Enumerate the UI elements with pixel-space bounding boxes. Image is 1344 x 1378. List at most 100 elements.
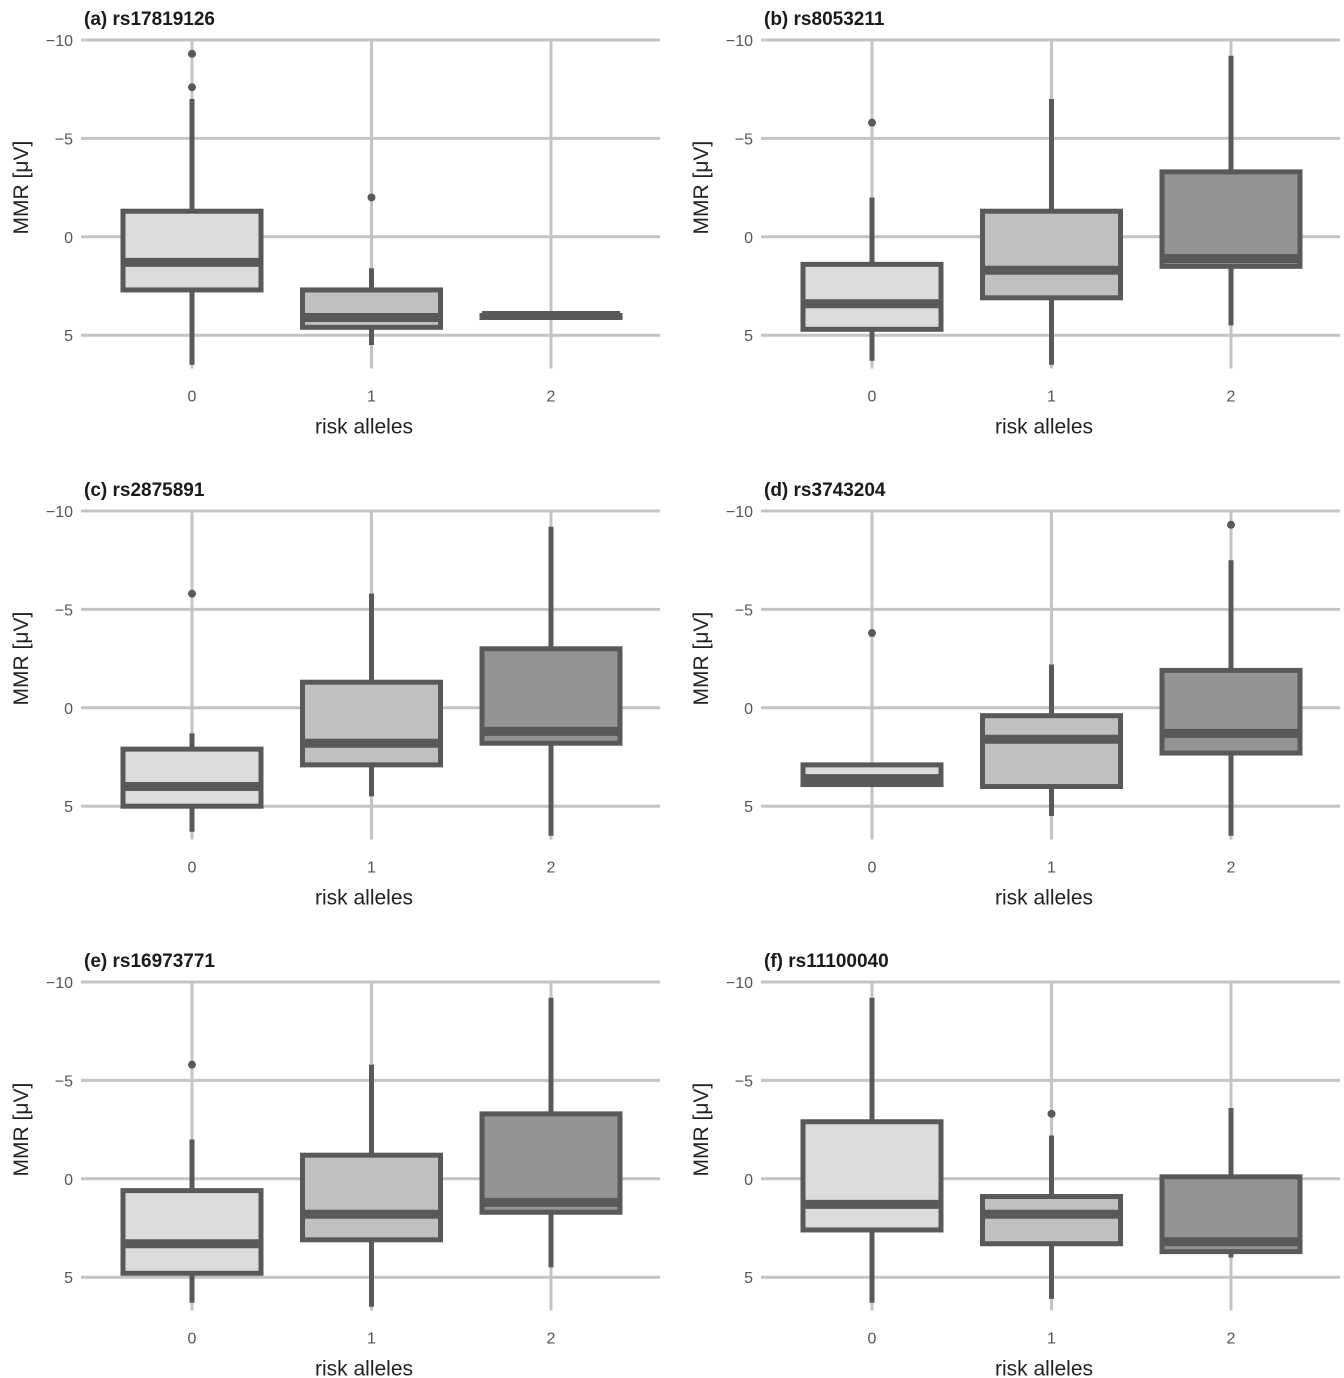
box-body — [1159, 667, 1303, 756]
y-axis-label: MMR [μV] — [690, 141, 713, 235]
panel-title: (f) rs11100040 — [764, 951, 889, 972]
x-tick-label: 2 — [547, 1331, 556, 1348]
x-tick-label: 1 — [367, 1331, 376, 1348]
outlier-point — [1047, 1109, 1056, 1118]
y-tick-label: −10 — [726, 504, 753, 521]
y-tick-label: −10 — [726, 975, 753, 992]
y-tick-label: −5 — [735, 131, 753, 148]
box-body — [479, 1111, 623, 1215]
panel-2: −10 −5 0 5 0 1 2 (c) rs2875891 risk alleles MMR [… — [10, 480, 660, 910]
box-0 — [120, 1060, 264, 1303]
x-axis-label: risk alleles — [315, 887, 413, 910]
box-body — [300, 1152, 443, 1243]
box-body — [120, 746, 264, 809]
outlier-point — [868, 118, 876, 127]
box-1 — [300, 593, 443, 797]
x-tick-label: 0 — [188, 1331, 197, 1348]
y-tick-label: 5 — [744, 328, 753, 345]
y-tick-label: −10 — [46, 504, 73, 521]
box-body — [800, 261, 944, 332]
box-2 — [1159, 1107, 1303, 1258]
box-2 — [1159, 55, 1303, 326]
y-tick-label: −5 — [55, 131, 73, 148]
box-0 — [800, 997, 944, 1303]
y-tick-label: 5 — [744, 1270, 753, 1287]
y-tick-label: −10 — [46, 33, 73, 50]
y-tick-label: 5 — [64, 328, 73, 345]
x-tick-label: 0 — [868, 860, 877, 877]
y-tick-label: −10 — [726, 33, 753, 50]
panel-1: −10 −5 0 5 0 1 2 (b) rs8053211 risk alleles MMR [… — [690, 9, 1340, 439]
box-body — [980, 713, 1123, 790]
x-tick-label: 1 — [1047, 1331, 1056, 1348]
box-body — [800, 1119, 944, 1233]
x-tick-label: 0 — [868, 1331, 877, 1348]
panel-4: −10 −5 0 5 0 1 2 (e) rs16973771 risk alleles MMR … — [10, 951, 660, 1378]
y-tick-label: 5 — [64, 799, 73, 816]
box-0 — [120, 589, 264, 832]
y-tick-label: 0 — [64, 1172, 73, 1189]
box-1 — [980, 99, 1123, 365]
box-0 — [120, 49, 264, 365]
x-tick-label: 1 — [1047, 860, 1056, 877]
x-tick-label: 2 — [1227, 860, 1236, 877]
panel-title: (b) rs8053211 — [764, 9, 885, 30]
outlier-point — [1227, 520, 1235, 529]
box-body — [120, 208, 264, 293]
panel-0: −10 −5 0 5 0 1 2 (a) rs17819126 risk alleles MMR … — [10, 9, 660, 439]
outlier-point — [868, 629, 876, 638]
panel-title: (c) rs2875891 — [84, 480, 205, 501]
x-axis-label: risk alleles — [995, 1358, 1093, 1378]
x-tick-label: 1 — [1047, 389, 1056, 406]
x-tick-label: 0 — [188, 860, 197, 877]
box-2 — [479, 997, 623, 1268]
x-tick-label: 0 — [188, 389, 197, 406]
x-tick-label: 1 — [367, 389, 376, 406]
x-tick-label: 2 — [1227, 1331, 1236, 1348]
panel-title: (a) rs17819126 — [84, 9, 215, 30]
box-1 — [300, 1064, 443, 1307]
box-0 — [800, 629, 944, 788]
box-1 — [980, 1109, 1123, 1299]
y-tick-label: 0 — [744, 230, 753, 247]
y-tick-label: −5 — [55, 602, 73, 619]
y-tick-label: 0 — [744, 701, 753, 718]
outlier-point — [188, 49, 196, 58]
panel-title: (d) rs3743204 — [764, 480, 886, 501]
box-body — [120, 1188, 264, 1276]
x-tick-label: 1 — [367, 860, 376, 877]
x-tick-label: 2 — [547, 389, 556, 406]
x-axis-label: risk alleles — [315, 1358, 413, 1378]
box-body — [1159, 169, 1303, 269]
y-tick-label: 0 — [744, 1172, 753, 1189]
y-tick-label: 5 — [64, 1270, 73, 1287]
box-2 — [1159, 520, 1303, 836]
panel-5: −10 −5 0 5 0 1 2 (f) rs11100040 risk alleles MMR … — [690, 951, 1340, 1378]
outlier-point — [188, 83, 196, 92]
y-tick-label: 5 — [744, 799, 753, 816]
y-tick-label: −5 — [735, 602, 753, 619]
outlier-point — [188, 589, 196, 598]
box-body — [300, 679, 443, 768]
x-tick-label: 2 — [547, 860, 556, 877]
x-axis-label: risk alleles — [315, 416, 413, 439]
x-axis-label: risk alleles — [995, 416, 1093, 439]
panel-3: −10 −5 0 5 0 1 2 (d) rs3743204 risk alleles MMR [… — [690, 480, 1340, 910]
x-tick-label: 2 — [1227, 389, 1236, 406]
y-axis-label: MMR [μV] — [690, 1083, 713, 1177]
y-axis-label: MMR [μV] — [10, 141, 33, 235]
y-tick-label: −10 — [46, 975, 73, 992]
panel-title: (e) rs16973771 — [84, 951, 215, 972]
outlier-point — [188, 1060, 196, 1069]
y-tick-label: 0 — [64, 701, 73, 718]
box-body — [980, 208, 1123, 301]
box-1 — [980, 664, 1123, 817]
box-2 — [479, 526, 623, 836]
outlier-point — [367, 193, 376, 202]
box-body — [980, 1194, 1123, 1247]
box-2 — [479, 311, 623, 321]
box-0 — [800, 118, 944, 361]
box-1 — [300, 193, 443, 346]
y-tick-label: −5 — [55, 1073, 73, 1090]
